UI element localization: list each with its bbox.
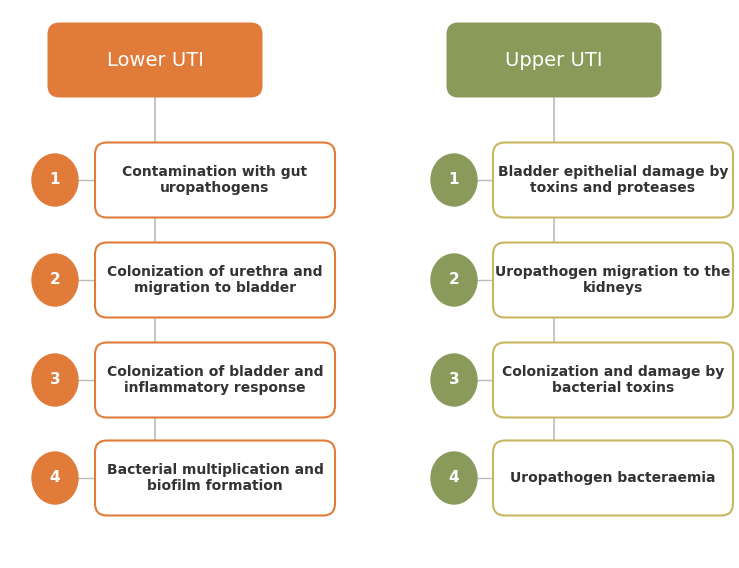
FancyBboxPatch shape (493, 143, 733, 218)
FancyBboxPatch shape (95, 441, 335, 516)
Ellipse shape (431, 154, 477, 206)
Ellipse shape (32, 452, 78, 504)
FancyBboxPatch shape (493, 243, 733, 318)
Ellipse shape (32, 154, 78, 206)
Text: Lower UTI: Lower UTI (106, 51, 203, 69)
Text: 3: 3 (50, 373, 61, 387)
FancyBboxPatch shape (95, 343, 335, 417)
Ellipse shape (431, 354, 477, 406)
Ellipse shape (431, 254, 477, 306)
Text: 2: 2 (449, 273, 460, 287)
Text: 4: 4 (449, 470, 460, 486)
FancyBboxPatch shape (95, 143, 335, 218)
Text: Contamination with gut
uropathogens: Contamination with gut uropathogens (123, 165, 307, 195)
Ellipse shape (32, 254, 78, 306)
Text: Bacterial multiplication and
biofilm formation: Bacterial multiplication and biofilm for… (106, 463, 324, 493)
Text: 1: 1 (449, 173, 459, 187)
Text: Colonization of bladder and
inflammatory response: Colonization of bladder and inflammatory… (106, 365, 323, 395)
Text: Colonization and damage by
bacterial toxins: Colonization and damage by bacterial tox… (502, 365, 724, 395)
FancyBboxPatch shape (493, 343, 733, 417)
Ellipse shape (32, 354, 78, 406)
Text: Uropathogen bacteraemia: Uropathogen bacteraemia (510, 471, 716, 485)
Text: 1: 1 (50, 173, 61, 187)
Ellipse shape (431, 452, 477, 504)
Text: Colonization of urethra and
migration to bladder: Colonization of urethra and migration to… (107, 265, 323, 295)
Text: Bladder epithelial damage by
toxins and proteases: Bladder epithelial damage by toxins and … (498, 165, 728, 195)
Text: 2: 2 (50, 273, 61, 287)
Text: 3: 3 (449, 373, 460, 387)
FancyBboxPatch shape (493, 441, 733, 516)
Text: Uropathogen migration to the
kidneys: Uropathogen migration to the kidneys (495, 265, 731, 295)
Text: 4: 4 (50, 470, 61, 486)
FancyBboxPatch shape (446, 23, 661, 98)
FancyBboxPatch shape (47, 23, 262, 98)
Text: Upper UTI: Upper UTI (505, 51, 603, 69)
FancyBboxPatch shape (95, 243, 335, 318)
